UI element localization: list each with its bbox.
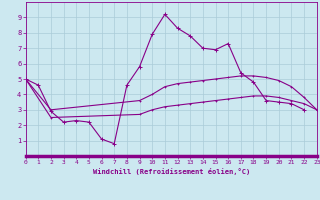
X-axis label: Windchill (Refroidissement éolien,°C): Windchill (Refroidissement éolien,°C) (92, 168, 250, 175)
